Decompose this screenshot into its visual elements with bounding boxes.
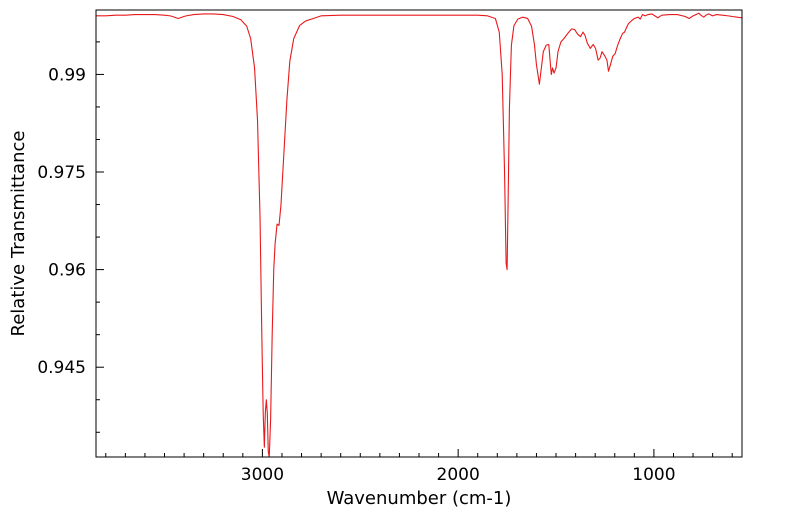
x-tick-label: 2000 [437,465,480,485]
spectrum-line-0 [96,12,742,457]
x-axis: 3000 2000 1000 [105,449,733,485]
y-tick-label: 0.96 [48,261,86,281]
y-tick-label: 0.99 [48,65,86,85]
x-axis-label: Wavenumber (cm-1) [327,488,512,509]
y-tick-label: 0.975 [37,163,86,183]
y-axis-label: Relative Transmittance [8,131,29,337]
x-tick-label: 1000 [632,465,675,485]
y-axis: 0.945 0.96 0.975 0.99 [37,41,104,433]
x-tick-label: 3000 [241,465,284,485]
y-tick-label: 0.945 [37,358,86,378]
series-layer [96,12,742,457]
plot-area-frame [95,9,743,458]
